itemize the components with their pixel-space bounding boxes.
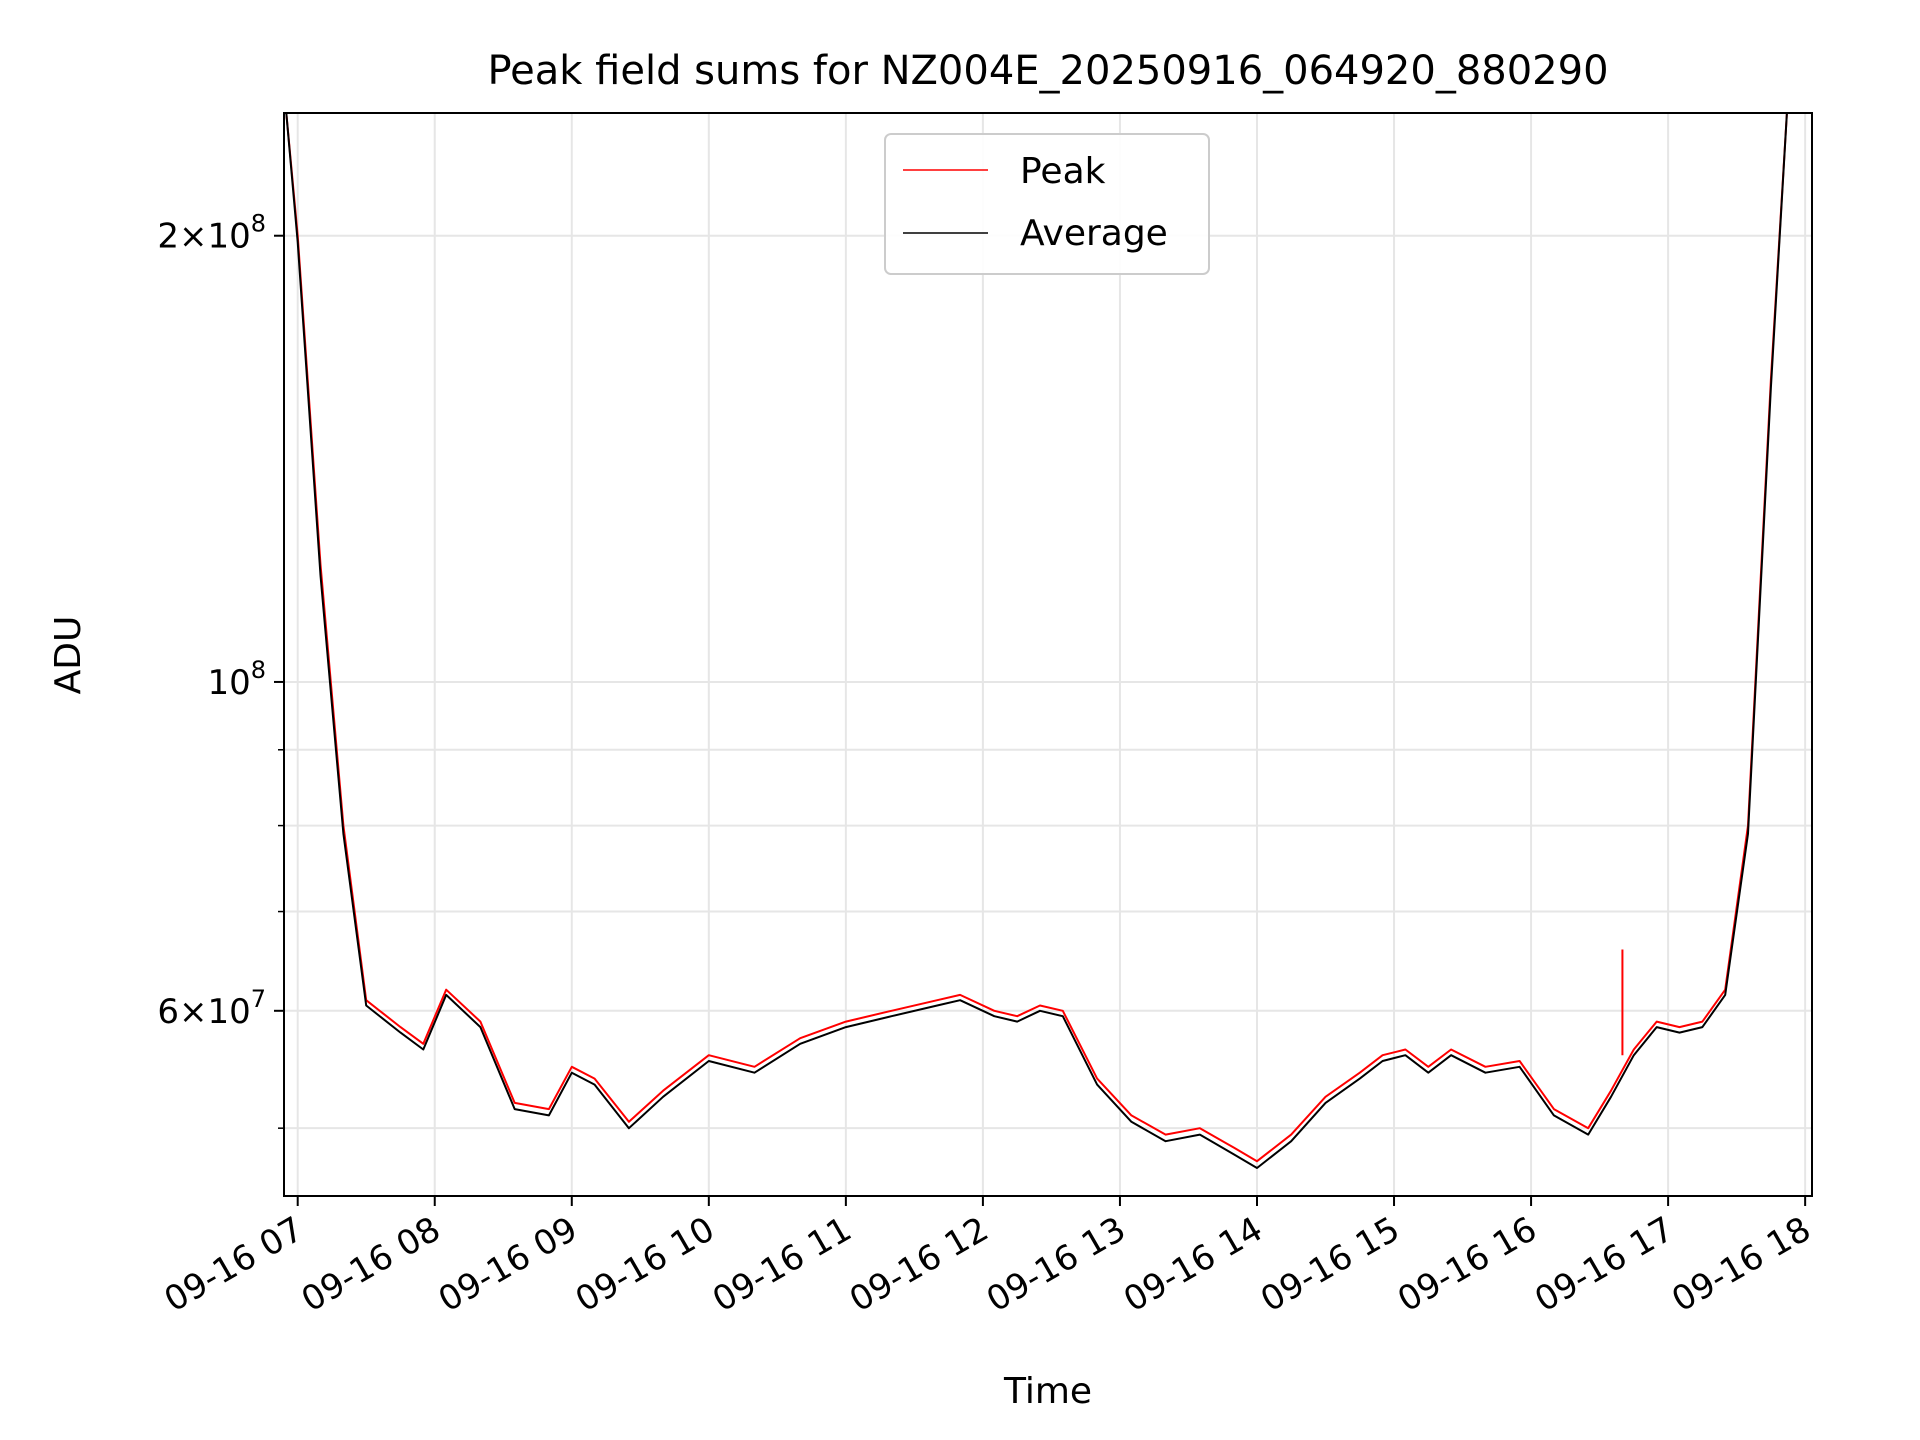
legend: Peak Average xyxy=(884,133,1210,275)
series-line-peak xyxy=(285,112,1788,1163)
legend-label-average: Average xyxy=(1020,213,1168,254)
chart-title: Peak field sums for NZ004E_20250916_0649… xyxy=(487,48,1608,94)
series-line-average xyxy=(285,112,1788,1169)
series-layer xyxy=(285,112,1788,1169)
y-tick-label: 6×107 xyxy=(157,985,266,1032)
y-axis: 6×107 108 2×108 xyxy=(157,210,284,1129)
grid xyxy=(284,113,1812,1196)
y-tick-label: 2×108 xyxy=(157,210,266,257)
legend-label-peak: Peak xyxy=(1020,151,1106,192)
y-axis-label: ADU xyxy=(48,616,89,695)
legend-box xyxy=(884,133,1210,275)
plot-frame xyxy=(283,112,1813,1197)
x-axis-label: Time xyxy=(1003,1371,1092,1412)
y-tick-label: 108 xyxy=(207,656,266,703)
